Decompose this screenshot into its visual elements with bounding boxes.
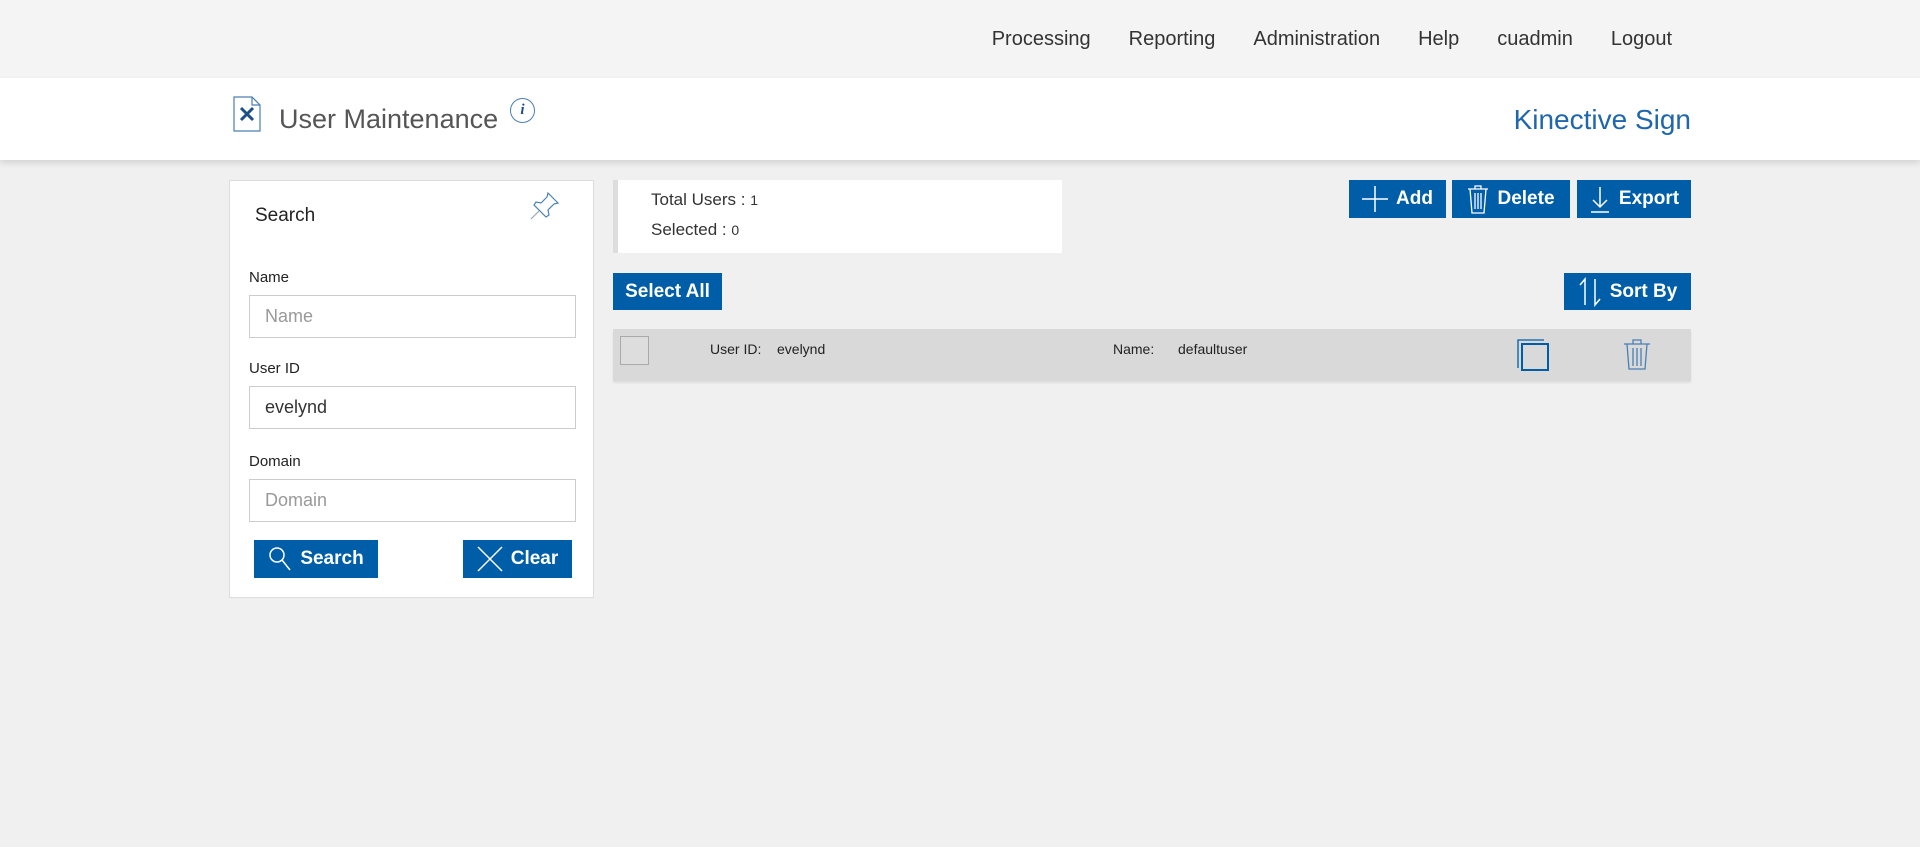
download-icon <box>1590 187 1609 213</box>
close-icon <box>477 546 503 572</box>
nav-user[interactable]: cuadmin <box>1497 28 1573 50</box>
user-maintenance-icon <box>233 96 261 132</box>
plus-icon <box>1362 186 1389 212</box>
delete-button[interactable]: Delete <box>1452 180 1570 218</box>
nav-processing[interactable]: Processing <box>991 28 1091 50</box>
export-button[interactable]: Export <box>1577 180 1691 218</box>
top-navigation: Processing Reporting Administration Help… <box>0 0 1920 78</box>
search-button[interactable]: Search <box>254 540 378 578</box>
row-checkbox[interactable] <box>620 336 649 365</box>
table-row[interactable]: User ID: evelynd Name: defaultuser <box>613 329 1691 381</box>
nav-administration[interactable]: Administration <box>1253 28 1381 50</box>
brand-name: Kinective Sign <box>1513 104 1691 135</box>
trash-icon <box>1468 185 1489 214</box>
delete-button-label: Delete <box>1497 188 1555 209</box>
userid-label: User ID: <box>710 341 762 357</box>
userid-label: User ID <box>249 360 300 377</box>
sort-by-button[interactable]: Sort By <box>1564 273 1691 310</box>
total-users: Total Users : 1 <box>651 190 758 210</box>
page-header: User Maintenance i Kinective Sign <box>0 78 1920 160</box>
selected-value: 0 <box>731 222 740 238</box>
clear-button[interactable]: Clear <box>463 540 572 578</box>
trash-icon[interactable] <box>1623 338 1651 370</box>
nav-reporting[interactable]: Reporting <box>1128 28 1216 50</box>
name-label: Name <box>249 269 290 286</box>
sort-by-label: Sort By <box>1609 280 1678 302</box>
name-value: defaultuser <box>1178 341 1248 357</box>
search-panel: Search Name User ID Domain Search Clear <box>229 180 594 598</box>
userid-value: evelynd <box>777 341 826 357</box>
sort-icon <box>1579 276 1601 307</box>
add-button[interactable]: Add <box>1349 180 1446 218</box>
search-icon <box>269 547 291 571</box>
info-icon[interactable]: i <box>510 98 535 123</box>
userid-input[interactable] <box>249 386 576 429</box>
nav-help[interactable]: Help <box>1418 28 1460 50</box>
total-users-label: Total Users : <box>651 190 746 209</box>
selected-count: Selected : 0 <box>651 220 739 240</box>
clear-button-label: Clear <box>510 548 559 569</box>
selected-label: Selected : <box>651 220 727 239</box>
name-label: Name: <box>1113 341 1155 357</box>
search-button-label: Search <box>300 548 364 569</box>
nav-logout[interactable]: Logout <box>1610 28 1672 50</box>
name-input[interactable] <box>249 295 576 338</box>
select-all-button[interactable]: Select All <box>613 273 722 310</box>
pin-icon[interactable] <box>528 189 562 223</box>
domain-input[interactable] <box>249 479 576 522</box>
add-button-label: Add <box>1396 188 1433 209</box>
copy-icon[interactable] <box>1516 338 1550 372</box>
select-all-label: Select All <box>625 280 710 302</box>
export-button-label: Export <box>1618 188 1680 209</box>
page-title: User Maintenance <box>279 104 499 134</box>
user-stats: Total Users : 1 Selected : 0 <box>613 180 1062 253</box>
search-panel-title: Search <box>255 205 316 226</box>
total-users-value: 1 <box>750 192 759 208</box>
domain-label: Domain <box>249 453 301 470</box>
